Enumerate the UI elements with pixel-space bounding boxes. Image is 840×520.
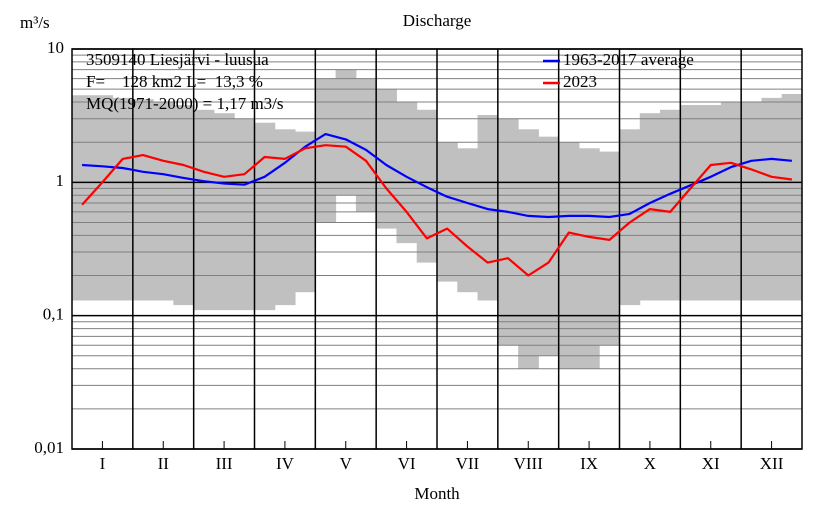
y-tick-label: 10 xyxy=(47,38,64,57)
range-band xyxy=(457,148,479,293)
range-band xyxy=(781,93,803,301)
x-tick-label: III xyxy=(216,454,233,473)
series-line xyxy=(81,144,793,277)
range-band xyxy=(396,102,418,244)
x-tick-label: XII xyxy=(760,454,784,473)
y-tick-label: 1 xyxy=(56,171,65,190)
x-tick-label: X xyxy=(644,454,656,473)
y-tick-label: 0,1 xyxy=(43,305,64,324)
x-tick-label: II xyxy=(158,454,170,473)
x-tick-label: I xyxy=(100,454,106,473)
range-band xyxy=(153,102,174,301)
range-band xyxy=(335,69,357,196)
range-band xyxy=(234,118,255,311)
legend-label: 1963-2017 average xyxy=(563,50,694,69)
y-axis-label: m³/s xyxy=(20,13,50,32)
range-band xyxy=(720,102,742,301)
x-tick-label: VI xyxy=(398,454,416,473)
annotation: 3509140 Liesjärvi - luusua xyxy=(86,50,269,69)
range-band xyxy=(355,78,377,212)
range-band xyxy=(193,109,215,311)
range-band xyxy=(477,114,499,301)
range-band xyxy=(639,113,661,301)
range-band xyxy=(619,129,641,306)
y-tick-label: 0,01 xyxy=(34,438,64,457)
range-band xyxy=(558,142,580,369)
range-band xyxy=(660,109,681,301)
range-band xyxy=(72,95,93,301)
range-band xyxy=(538,136,560,356)
plot-frame xyxy=(71,48,803,450)
x-tick-label: V xyxy=(340,454,353,473)
range-band xyxy=(741,102,762,301)
range-band xyxy=(315,78,337,223)
range-band xyxy=(112,97,134,301)
x-tick-label: XI xyxy=(702,454,720,473)
range-band xyxy=(578,148,600,369)
x-tick-label: IX xyxy=(580,454,598,473)
range-band xyxy=(173,105,195,306)
annotation: MQ(1971-2000) = 1,17 m3/s xyxy=(86,94,284,113)
range-band xyxy=(254,122,276,311)
range-band xyxy=(599,151,620,346)
series-line xyxy=(82,133,793,219)
range-band xyxy=(761,97,783,301)
x-axis-label: Month xyxy=(414,484,460,503)
range-band xyxy=(92,95,114,301)
range-band xyxy=(132,99,154,301)
chart-title: Discharge xyxy=(403,11,472,30)
range-band xyxy=(518,129,539,369)
x-tick-label: VIII xyxy=(514,454,544,473)
annotation: F= 128 km2 L= 13,3 % xyxy=(86,72,263,91)
range-band xyxy=(274,129,296,306)
range-band xyxy=(497,118,519,346)
legend-label: 2023 xyxy=(563,72,597,91)
x-tick-label: IV xyxy=(276,454,295,473)
x-tick-label: VII xyxy=(456,454,480,473)
